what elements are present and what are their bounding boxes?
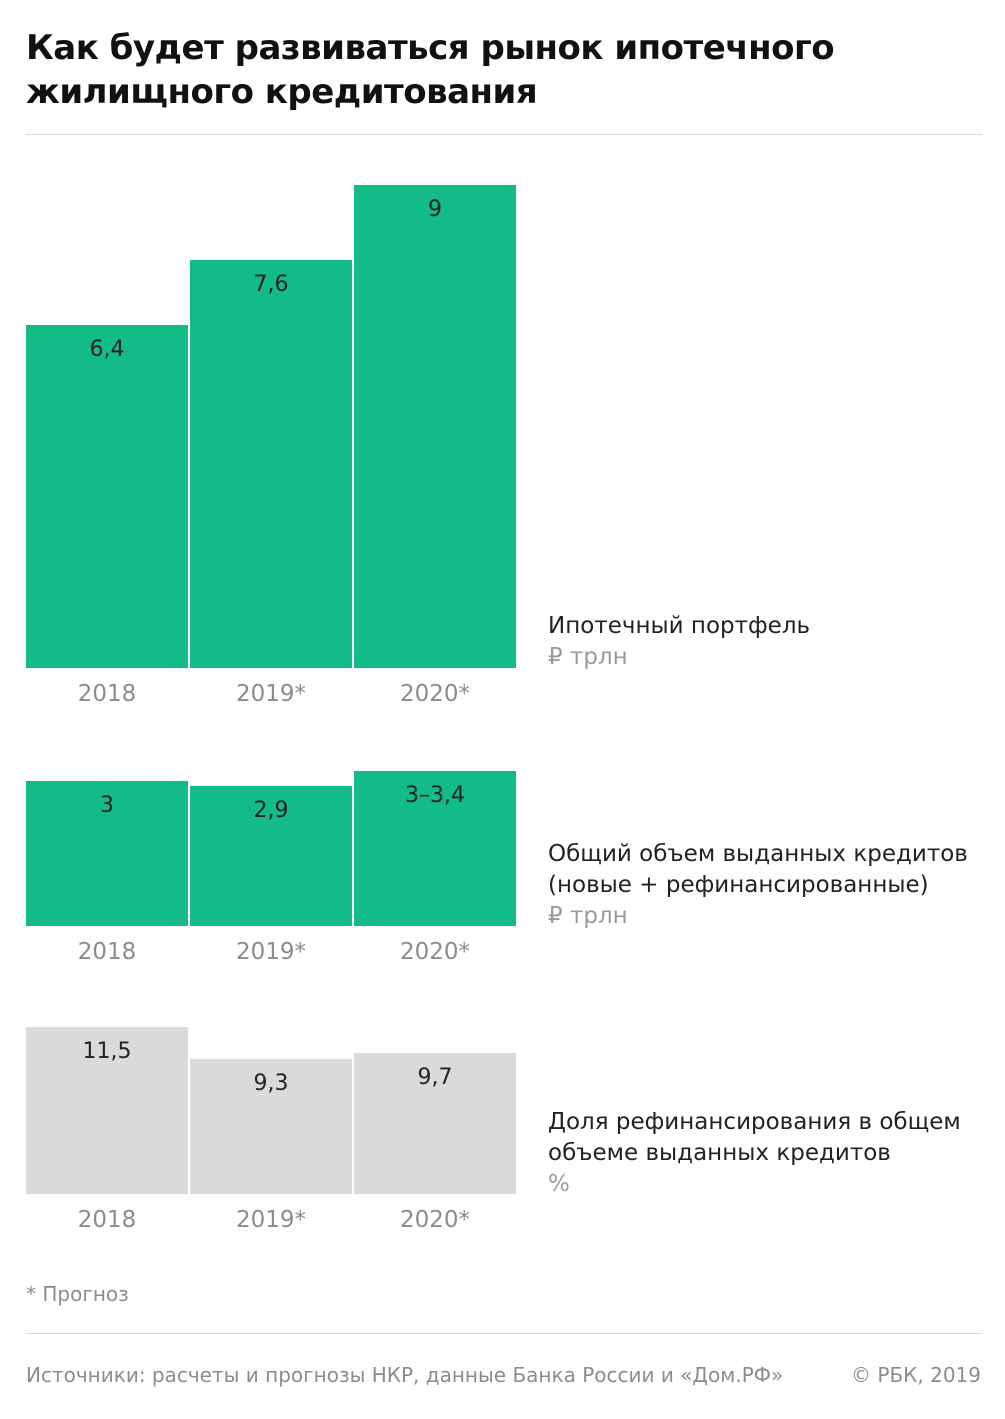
- chart-title-line-1: Как будет развиваться рынок ипотечного: [26, 28, 835, 68]
- chart-1-tick-label: 2018: [77, 681, 137, 707]
- chart-1-value-label: 6,4: [89, 337, 125, 362]
- chart-2-label-line: (новые + рефинансированные): [548, 872, 929, 898]
- chart-2-tick-label: 2020*: [399, 939, 471, 965]
- chart-3-value-label: 11,5: [82, 1039, 132, 1064]
- chart-1-value-label: 7,6: [253, 272, 289, 297]
- chart-3-label-line: Доля рефинансирования в общем: [548, 1109, 961, 1135]
- chart-2-tick-label: 2018: [77, 939, 137, 965]
- chart-3-tick-label: 2020*: [399, 1207, 471, 1233]
- chart-1-label: Ипотечный портфель ₽ трлн: [548, 611, 988, 673]
- chart-2-tick-label: 2019*: [235, 939, 307, 965]
- chart-2-value-label: 3: [100, 793, 114, 818]
- forecast-note: * Прогноз: [26, 1282, 129, 1306]
- sources-text: Источники: расчеты и прогнозы НКР, данны…: [26, 1363, 784, 1387]
- chart-3-unit: %: [548, 1171, 570, 1197]
- chart-1-tick-label: 2019*: [235, 681, 307, 707]
- chart-3-bar-2019: [190, 1059, 352, 1194]
- chart-title-line-2: жилищного кредитования: [26, 72, 538, 112]
- chart-3-tick-label: 2018: [77, 1207, 137, 1233]
- chart-1-tick-label: 2020*: [399, 681, 471, 707]
- chart-3-label-line: объеме выданных кредитов: [548, 1140, 891, 1166]
- chart-2-bar-2019: [190, 786, 352, 926]
- chart-2-unit: ₽ трлн: [548, 903, 628, 929]
- header-divider: [26, 134, 982, 135]
- chart-1-label-line: Ипотечный портфель: [548, 613, 811, 639]
- copyright-text: © РБК, 2019: [851, 1363, 981, 1387]
- chart-2-label: Общий объем выданных кредитов (новые + ре…: [548, 839, 988, 932]
- footer-divider: [26, 1333, 982, 1334]
- chart-1-bar-2019: [190, 260, 352, 668]
- chart-1-value-label: 9: [428, 197, 442, 222]
- chart-1-bar-2018: [26, 325, 188, 668]
- chart-3-label: Доля рефинансирования в общем объеме выда…: [548, 1107, 988, 1200]
- chart-2-bar-2020: [354, 771, 516, 926]
- chart-2-value-label: 3–3,4: [405, 783, 465, 808]
- chart-3-bar-2018: [26, 1027, 188, 1194]
- chart-3-tick-label: 2019*: [235, 1207, 307, 1233]
- chart-1-unit: ₽ трлн: [548, 644, 628, 670]
- chart-2-bar-2018: [26, 781, 188, 926]
- chart-3-value-label: 9,7: [417, 1065, 453, 1090]
- chart-title: Как будет развиваться рынок ипотечного ж…: [26, 26, 976, 114]
- chart-1-bar-2020: [354, 185, 516, 668]
- chart-2-label-line: Общий объем выданных кредитов: [548, 841, 968, 867]
- chart-3-value-label: 9,3: [253, 1071, 289, 1096]
- chart-3-bar-2020: [354, 1053, 516, 1194]
- chart-2-value-label: 2,9: [253, 798, 289, 823]
